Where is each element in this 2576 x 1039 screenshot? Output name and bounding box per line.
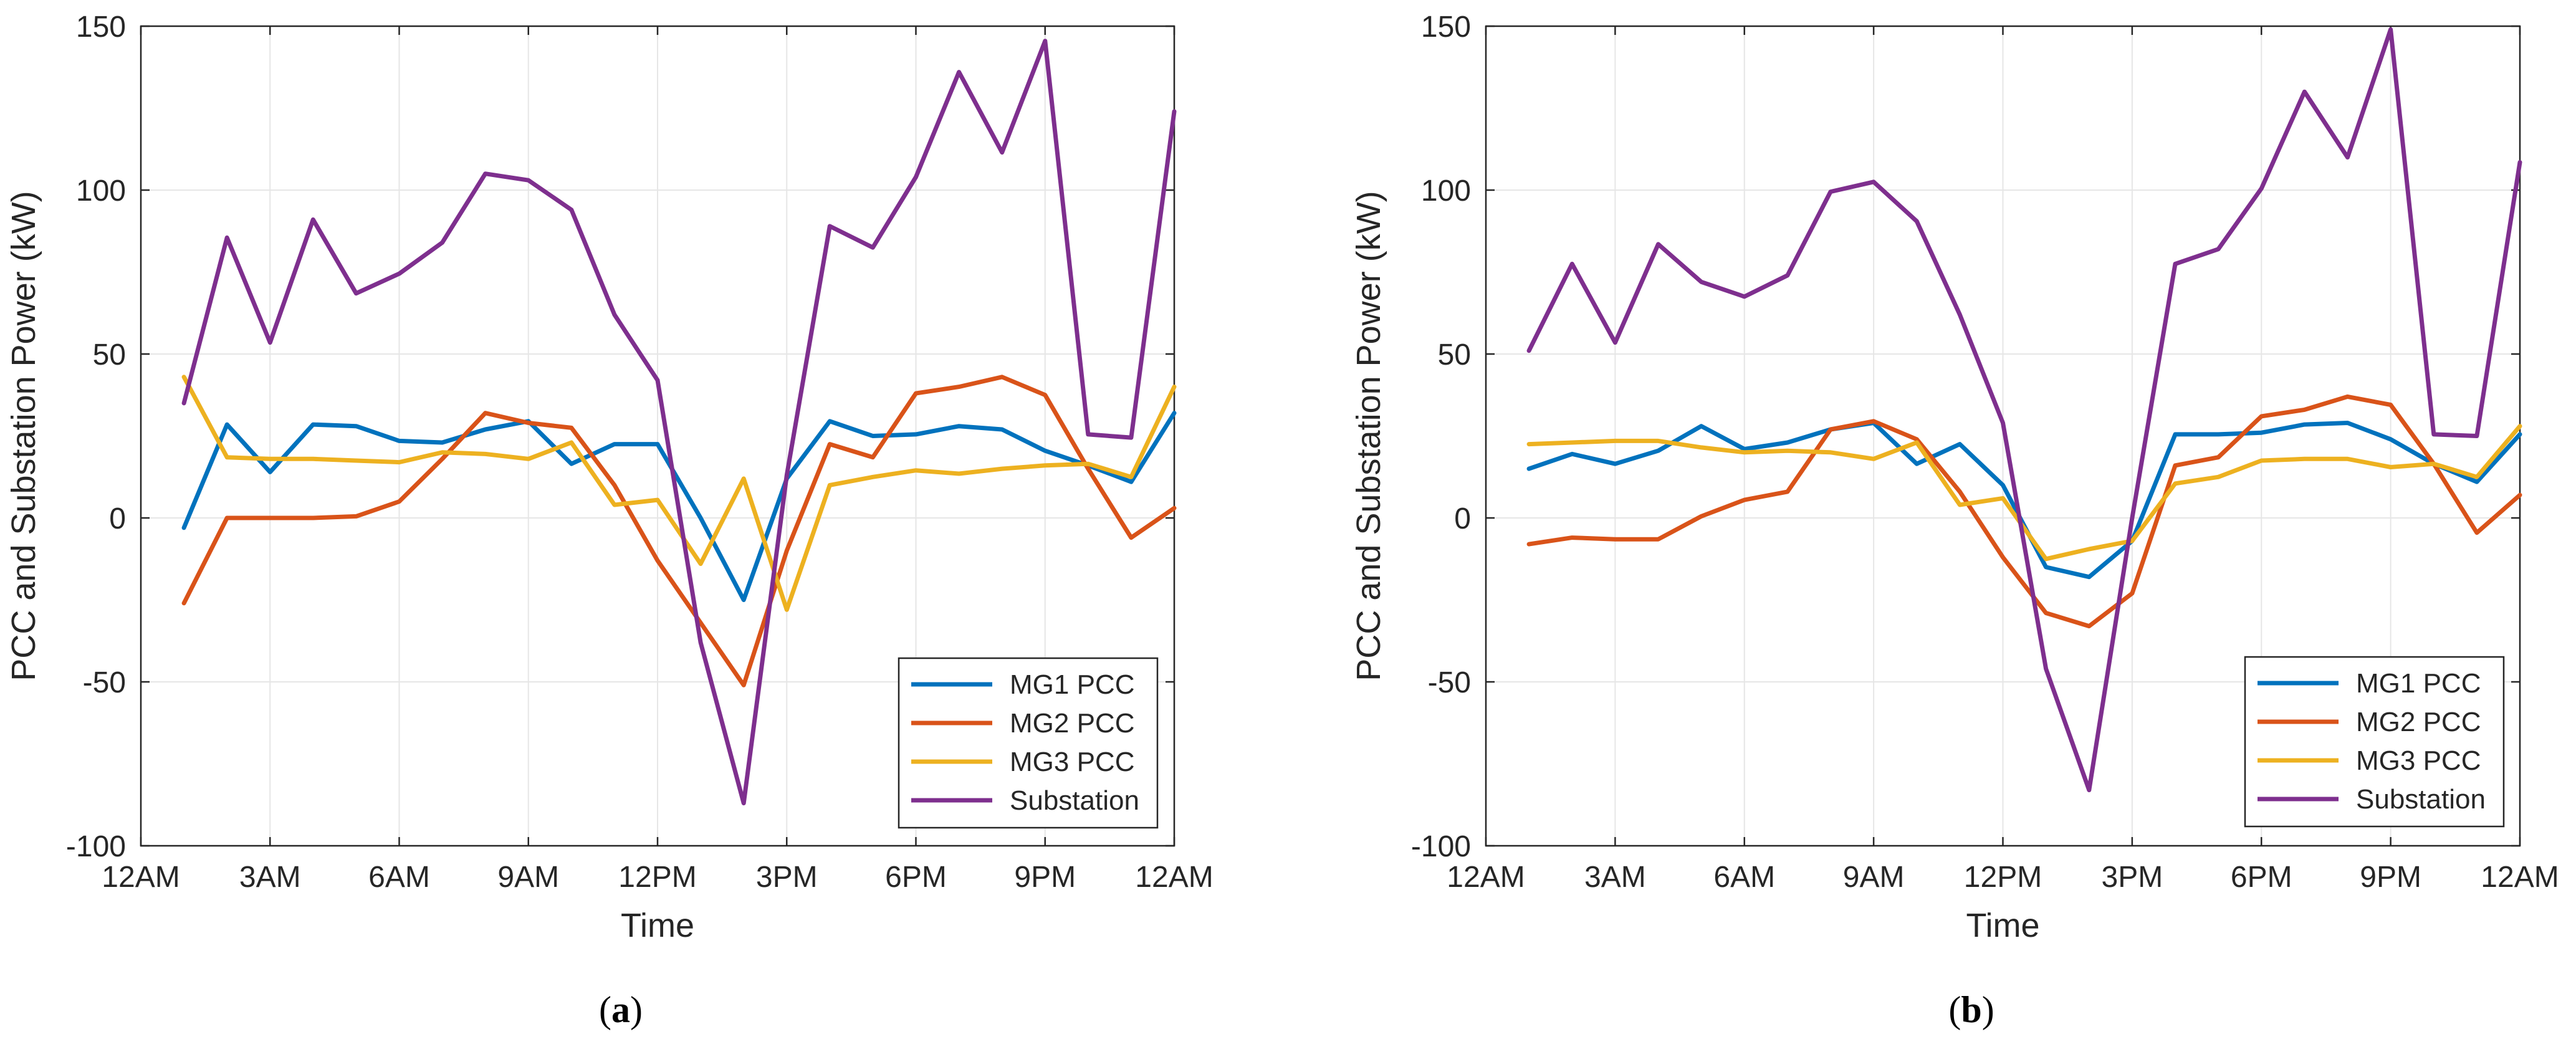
y-tick-label: -50 <box>83 666 126 699</box>
series-line-mg2 <box>1526 394 2522 629</box>
legend-label-mg2: MG2 PCC <box>1010 708 1134 739</box>
x-tick-label: 9AM <box>497 861 559 894</box>
legend-label-mg3: MG3 PCC <box>2356 745 2481 776</box>
legend-label-mg1: MG1 PCC <box>1010 669 1134 700</box>
series-line-mg2 <box>181 375 1177 687</box>
x-tick-label: 9PM <box>2360 861 2421 894</box>
legend-label-substation: Substation <box>1010 785 1139 816</box>
y-tick-label: 150 <box>76 11 126 44</box>
x-tick-label: 6PM <box>885 861 947 894</box>
x-tick-label: 12AM <box>102 861 180 894</box>
x-tick-label: 6AM <box>1713 861 1775 894</box>
x-tick-label: 3AM <box>1584 861 1646 894</box>
legend-label-mg2: MG2 PCC <box>2356 707 2481 737</box>
series-line-mg3 <box>1526 424 2522 562</box>
x-tick-label: 9AM <box>1843 861 1905 894</box>
y-axis-label: PCC and Substation Power (kW) <box>1350 191 1387 681</box>
x-tick-label: 12PM <box>618 861 696 894</box>
x-tick-label: 12AM <box>1135 861 1213 894</box>
x-axis-label: Time <box>1966 907 2040 944</box>
x-tick-label: 3PM <box>2102 861 2163 894</box>
y-tick-label: 100 <box>1421 175 1471 208</box>
x-tick-label: 12AM <box>1447 861 1525 894</box>
legend-label-substation: Substation <box>2356 784 2486 815</box>
panel-caption: (a) <box>599 989 643 1030</box>
x-tick-label: 12AM <box>2481 861 2559 894</box>
series-line-substation <box>1526 27 2522 793</box>
legend-label-mg3: MG3 PCC <box>1010 747 1134 777</box>
series-line-mg3 <box>181 375 1177 612</box>
chart-panel-a: 12AM 3AM 6AM 9AM 12PM 3PM 6PM 9PM 12AM-100-50050… <box>5 11 1214 1030</box>
y-tick-label: -100 <box>1411 830 1471 863</box>
legend-label-mg1: MG1 PCC <box>2356 668 2481 699</box>
x-tick-label: 3PM <box>756 861 818 894</box>
series-line-substation <box>181 39 1177 806</box>
y-tick-label: 50 <box>93 338 126 371</box>
series-line-mg1 <box>181 411 1177 602</box>
y-tick-label: 0 <box>1454 502 1471 535</box>
x-axis-label: Time <box>621 907 694 944</box>
y-tick-label: -100 <box>66 830 126 863</box>
y-tick-label: -50 <box>1428 666 1471 699</box>
chart-panel-b: 12AM 3AM 6AM 9AM 12PM 3PM 6PM 9PM 12AM-100-50050… <box>1350 11 2559 1030</box>
x-tick-label: 9PM <box>1014 861 1076 894</box>
y-tick-label: 150 <box>1421 11 1471 44</box>
x-tick-label: 6PM <box>2231 861 2292 894</box>
x-tick-label: 12PM <box>1964 861 2042 894</box>
y-tick-label: 100 <box>76 175 126 208</box>
y-axis-label: PCC and Substation Power (kW) <box>5 191 42 681</box>
x-tick-label: 6AM <box>368 861 430 894</box>
y-tick-label: 50 <box>1438 338 1471 371</box>
y-tick-label: 0 <box>109 502 126 535</box>
panel-caption: (b) <box>1948 989 1994 1030</box>
x-tick-label: 3AM <box>239 861 301 894</box>
